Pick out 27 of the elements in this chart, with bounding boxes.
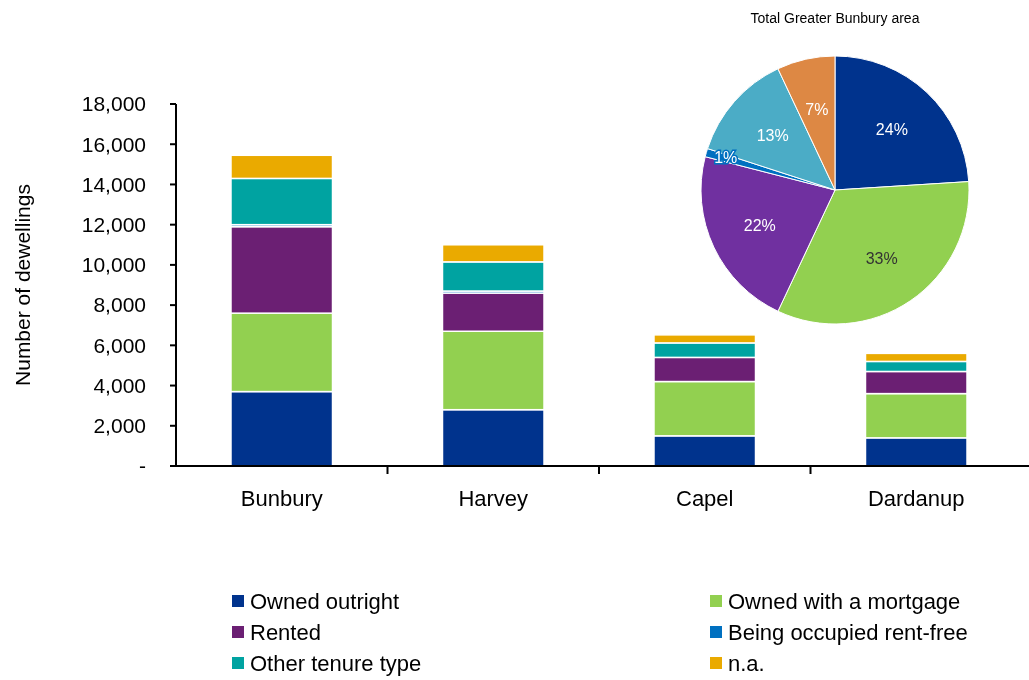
data-label: 24% [875, 121, 908, 139]
y-tick-label: - [139, 454, 146, 478]
y-tick-label: 14,000 [81, 172, 146, 196]
x-tick-label: Capel [676, 486, 734, 511]
y-tick-label: 6,000 [93, 333, 146, 357]
y-tick-label: 18,000 [81, 92, 146, 116]
data-label: 13% [756, 126, 789, 144]
legend-label: Other tenure type [250, 650, 422, 676]
legend-label: Owned with a mortgage [728, 588, 961, 614]
x-tick-label: Bunbury [240, 486, 323, 511]
legend-label: Rented [250, 619, 321, 645]
legend-label: n.a. [728, 650, 765, 676]
y-tick-label: 8,000 [93, 293, 146, 317]
data-label: 22% [743, 216, 776, 234]
y-tick-label: 4,000 [93, 373, 146, 397]
x-tick-label: Harvey [458, 486, 529, 511]
x-tick-label: Dardanup [867, 486, 965, 511]
y-tick-label: 12,000 [81, 213, 146, 237]
chart-title: Total Greater Bunbury area [750, 10, 920, 26]
y-axis-title: Number of dewellings [11, 184, 34, 386]
y-tick-label: 16,000 [81, 132, 146, 156]
y-tick-label: 10,000 [81, 253, 146, 277]
data-label: 7% [805, 100, 829, 118]
data-label: 33% [865, 250, 898, 268]
legend-label: Being occupied rent-free [728, 619, 968, 645]
y-tick-label: 2,000 [93, 414, 146, 438]
legend-label: Owned outright [250, 588, 400, 614]
